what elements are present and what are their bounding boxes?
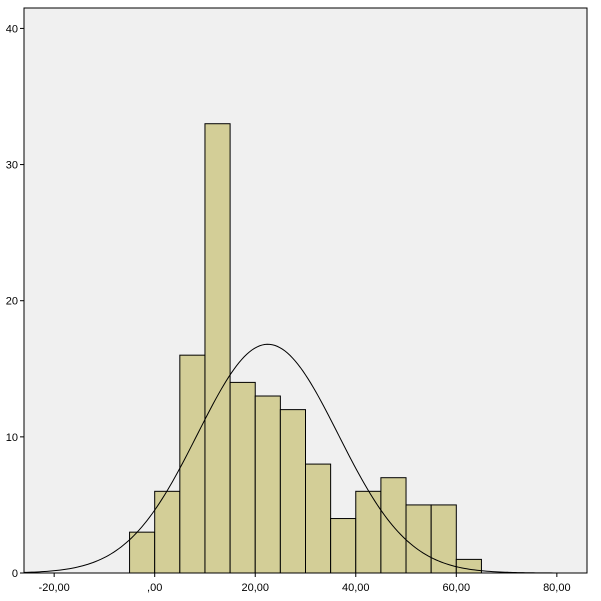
histogram-bar (154, 490, 181, 574)
histogram-bar (355, 490, 382, 574)
bars-group (129, 123, 482, 574)
x-tick-label: 60,00 (443, 582, 471, 594)
histogram-bar (254, 395, 281, 574)
y-tick-label: 40 (6, 23, 18, 35)
x-tick-label: 20,00 (241, 582, 269, 594)
y-tick-label: 20 (6, 296, 18, 308)
x-tick-label: ,00 (147, 582, 162, 594)
histogram-bar (179, 354, 206, 574)
axes-group: 0 10 20 30 40 -20,00 ,00 20,00 40,00 60,00 80,00 (6, 7, 588, 594)
x-tick-label: 40,00 (342, 582, 370, 594)
x-tick-label: 80,00 (543, 582, 571, 594)
y-tick-label: 0 (12, 568, 18, 580)
histogram-bar (405, 504, 432, 574)
histogram-bar (305, 463, 332, 574)
histogram-bar (430, 504, 457, 574)
plot-frame (23, 7, 588, 574)
histogram-bar (204, 123, 231, 574)
normal-curve (23, 343, 587, 574)
histogram-bar (229, 381, 256, 574)
histogram-bar (380, 477, 407, 574)
y-tick-label: 10 (6, 432, 18, 444)
histogram-bar (455, 558, 482, 574)
histogram-bar (279, 409, 306, 574)
histogram-bar (129, 531, 156, 574)
x-tick-label: -20,00 (39, 582, 70, 594)
histogram-bar (330, 518, 357, 574)
y-tick-label: 30 (6, 160, 18, 172)
